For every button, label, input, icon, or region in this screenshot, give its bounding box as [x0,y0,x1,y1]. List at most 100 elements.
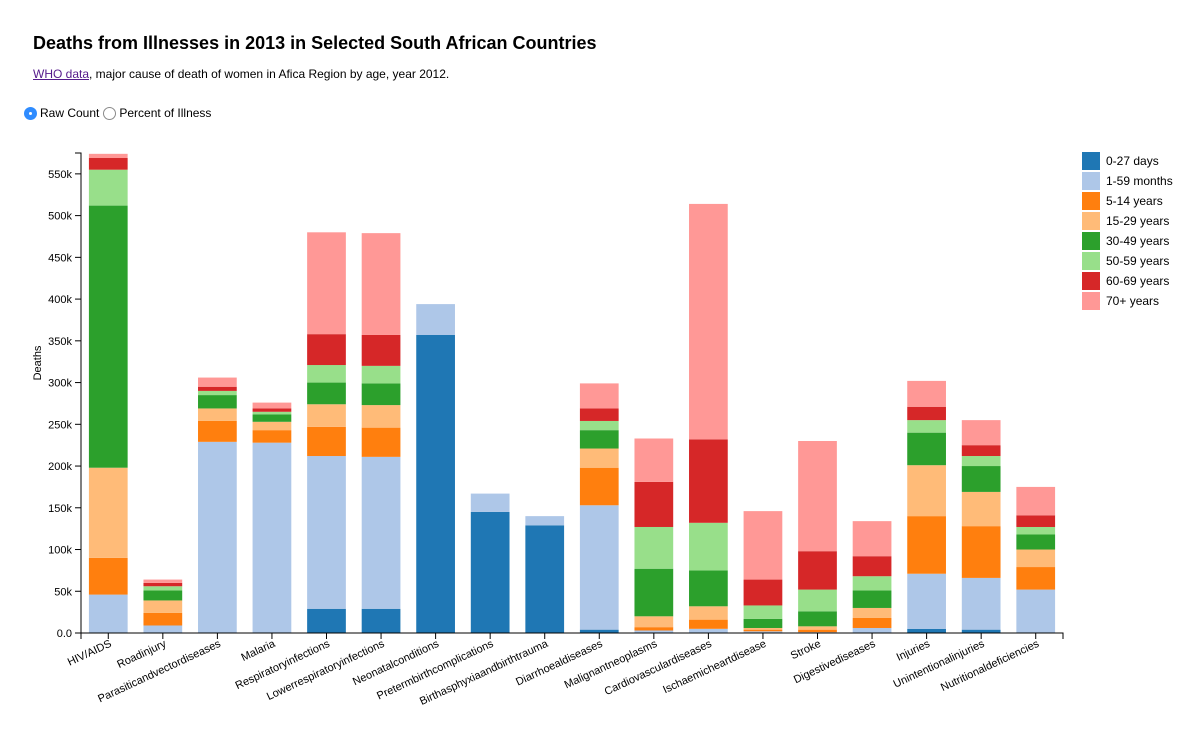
bar-segment-digestivediseases-70-years[interactable] [852,521,892,557]
bar-segment-malignantneoplasms-5-14-years[interactable] [634,627,674,631]
bar-segment-hiv-aids-50-59-years[interactable] [88,169,128,206]
bar-segment-diarrhoealdiseases-50-59-years[interactable] [579,420,619,431]
legend-item-50-59-years[interactable]: 50-59 years [1082,252,1169,270]
bar-segment-stroke-5-14-years[interactable] [798,629,837,633]
bar-segment-digestivediseases-60-69-years[interactable] [852,556,892,577]
bar-segment-respiratoryinfections-70-years[interactable] [307,232,346,335]
bar-segment-malaria-60-69-years[interactable] [252,408,292,412]
bar-segment-lowerrespiratoryinfections-60-69-years[interactable] [361,334,401,366]
percent-of-illness-radio[interactable] [103,106,117,120]
bar-segment-injuries-60-69-years[interactable] [907,406,946,421]
bar-segment-roadinjury-5-14-years[interactable] [143,612,183,626]
bar-segment-digestivediseases-5-14-years[interactable] [852,617,892,628]
bar-segment-ischaemicheartdisease-1-59-months[interactable] [743,631,783,633]
bar-segment-hiv-aids-70-years[interactable] [88,153,128,158]
bar-segment-lowerrespiratoryinfections-15-29-years[interactable] [361,405,401,428]
bar-segment-injuries-30-49-years[interactable] [907,432,946,466]
bar-segment-unintentionalinjuries-30-49-years[interactable] [961,466,1001,492]
bar-segment-cardiovasculardiseases-30-49-years[interactable] [689,570,728,607]
legend-item-15-29-years[interactable]: 15-29 years [1082,212,1169,230]
bar-segment-malaria-15-29-years[interactable] [252,421,292,431]
bar-segment-cardiovasculardiseases-60-69-years[interactable] [689,439,728,523]
bar-segment-diarrhoealdiseases-0-27-days[interactable] [579,629,619,633]
bar-segment-respiratoryinfections-50-59-years[interactable] [307,365,346,383]
bar-segment-parasiticandvectordiseases-15-29-years[interactable] [198,408,237,421]
raw-count-option[interactable]: Raw Count [24,106,99,120]
bar-segment-nutritionaldeficiencies-50-59-years[interactable] [1016,526,1056,535]
bar-segment-digestivediseases-15-29-years[interactable] [852,607,892,618]
bar-segment-respiratoryinfections-60-69-years[interactable] [307,334,346,366]
bar-segment-parasiticandvectordiseases-5-14-years[interactable] [198,420,237,442]
bar-segment-unintentionalinjuries-70-years[interactable] [961,420,1001,446]
bar-segment-malignantneoplasms-15-29-years[interactable] [634,616,674,628]
bar-segment-malignantneoplasms-70-years[interactable] [634,438,674,482]
bar-segment-lowerrespiratoryinfections-50-59-years[interactable] [361,365,401,384]
bar-segment-ischaemicheartdisease-50-59-years[interactable] [743,605,783,619]
bar-segment-pretermbirthcomplications-1-59-months[interactable] [470,493,510,512]
bar-segment-respiratoryinfections-30-49-years[interactable] [307,382,346,405]
bar-segment-stroke-30-49-years[interactable] [798,611,837,627]
bar-segment-cardiovasculardiseases-1-59-months[interactable] [689,628,728,633]
bar-segment-stroke-15-29-years[interactable] [798,626,837,630]
bar-segment-diarrhoealdiseases-1-59-months[interactable] [579,505,619,630]
bar-segment-malignantneoplasms-50-59-years[interactable] [634,526,674,569]
percent-of-illness-option[interactable]: Percent of Illness [103,106,211,120]
bar-segment-unintentionalinjuries-50-59-years[interactable] [961,456,1001,467]
legend-item-5-14-years[interactable]: 5-14 years [1082,192,1163,210]
bar-segment-lowerrespiratoryinfections-70-years[interactable] [361,233,401,335]
bar-segment-lowerrespiratoryinfections-0-27-days[interactable] [361,608,401,633]
bar-segment-cardiovasculardiseases-50-59-years[interactable] [689,522,728,571]
bar-segment-cardiovasculardiseases-70-years[interactable] [689,203,728,440]
bar-segment-respiratoryinfections-15-29-years[interactable] [307,404,346,427]
bar-segment-digestivediseases-30-49-years[interactable] [852,590,892,608]
bar-segment-unintentionalinjuries-1-59-months[interactable] [961,577,1001,630]
bar-segment-stroke-70-years[interactable] [798,441,837,552]
bar-segment-nutritionaldeficiencies-70-years[interactable] [1016,486,1056,516]
bar-segment-roadinjury-15-29-years[interactable] [143,600,183,613]
bar-segment-diarrhoealdiseases-30-49-years[interactable] [579,430,619,449]
who-data-link[interactable]: WHO data [33,67,90,81]
legend-item-60-69-years[interactable]: 60-69 years [1082,272,1169,290]
bar-segment-malaria-1-59-months[interactable] [252,442,292,633]
bar-segment-malignantneoplasms-30-49-years[interactable] [634,568,674,617]
bar-segment-pretermbirthcomplications-0-27-days[interactable] [470,511,510,633]
bar-segment-ischaemicheartdisease-15-29-years[interactable] [743,627,783,630]
legend-item-0-27-days[interactable]: 0-27 days [1082,152,1159,170]
bar-segment-injuries-50-59-years[interactable] [907,420,946,433]
bar-segment-roadinjury-30-49-years[interactable] [143,590,183,601]
bar-segment-parasiticandvectordiseases-60-69-years[interactable] [198,386,237,391]
bar-segment-injuries-5-14-years[interactable] [907,516,946,574]
bar-segment-respiratoryinfections-5-14-years[interactable] [307,426,346,457]
bar-segment-unintentionalinjuries-60-69-years[interactable] [961,445,1001,457]
bar-segment-hiv-aids-15-29-years[interactable] [88,467,128,558]
bar-segment-roadinjury-50-59-years[interactable] [143,586,183,591]
bar-segment-parasiticandvectordiseases-30-49-years[interactable] [198,395,237,409]
bar-segment-malaria-50-59-years[interactable] [252,411,292,415]
bar-segment-hiv-aids-5-14-years[interactable] [88,557,128,595]
bar-segment-parasiticandvectordiseases-50-59-years[interactable] [198,390,237,396]
bar-segment-nutritionaldeficiencies-30-49-years[interactable] [1016,534,1056,550]
bar-segment-nutritionaldeficiencies-1-59-months[interactable] [1016,589,1056,633]
bar-segment-unintentionalinjuries-5-14-years[interactable] [961,526,1001,578]
legend-item-1-59-months[interactable]: 1-59 months [1082,172,1173,190]
bar-segment-neonatalconditions-1-59-months[interactable] [416,304,455,335]
legend-item-30-49-years[interactable]: 30-49 years [1082,232,1169,250]
bar-segment-parasiticandvectordiseases-70-years[interactable] [198,377,237,387]
bar-segment-birthasphyxiaandbirthtrauma-0-27-days[interactable] [525,525,565,633]
bar-segment-ischaemicheartdisease-5-14-years[interactable] [743,629,783,632]
bar-segment-ischaemicheartdisease-70-years[interactable] [743,511,783,580]
bar-segment-nutritionaldeficiencies-5-14-years[interactable] [1016,567,1056,590]
bar-segment-birthasphyxiaandbirthtrauma-1-59-months[interactable] [525,516,565,526]
bar-segment-respiratoryinfections-0-27-days[interactable] [307,608,346,633]
bar-segment-unintentionalinjuries-0-27-days[interactable] [961,629,1001,633]
bar-segment-neonatalconditions-0-27-days[interactable] [416,334,455,633]
bar-segment-hiv-aids-30-49-years[interactable] [88,205,128,468]
bar-segment-digestivediseases-50-59-years[interactable] [852,576,892,591]
bar-segment-ischaemicheartdisease-30-49-years[interactable] [743,618,783,628]
bar-segment-stroke-60-69-years[interactable] [798,551,837,590]
bar-segment-digestivediseases-1-59-months[interactable] [852,627,892,633]
bar-segment-malignantneoplasms-1-59-months[interactable] [634,630,674,634]
bar-segment-diarrhoealdiseases-5-14-years[interactable] [579,467,619,506]
bar-segment-parasiticandvectordiseases-1-59-months[interactable] [198,441,237,633]
bar-segment-stroke-50-59-years[interactable] [798,589,837,612]
